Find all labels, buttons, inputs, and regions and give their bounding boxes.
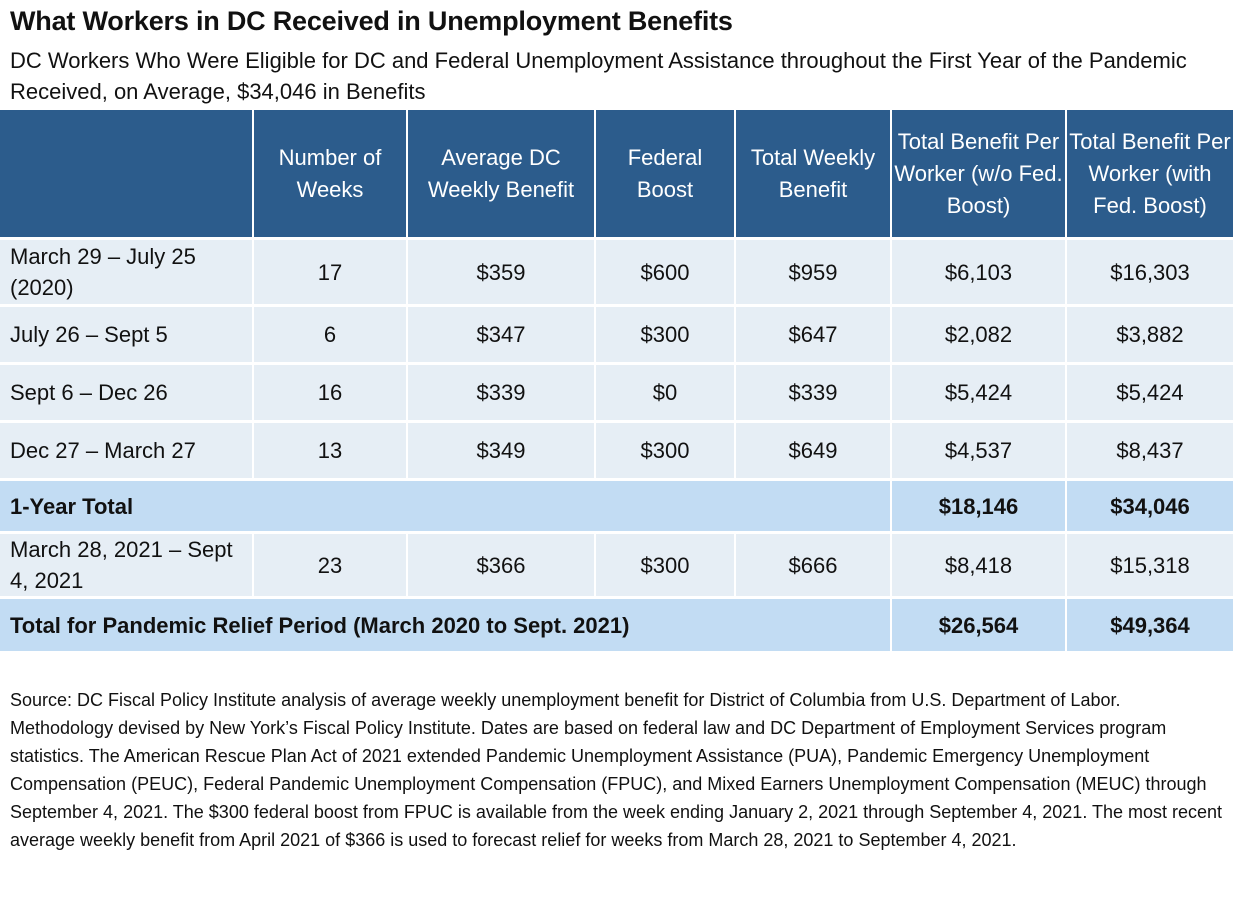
cell-fed-boost: $0 [594, 362, 735, 422]
cell-avg-dc: $366 [406, 531, 595, 598]
header-avg-dc-weekly: Average DC Weekly Benefit [406, 110, 595, 239]
cell-weeks: 6 [252, 304, 407, 364]
cell-fed-boost: $300 [594, 420, 735, 480]
cell-total-wo: $2,082 [890, 304, 1066, 364]
header-total-with-boost: Total Benefit Per Worker (with Fed. Boos… [1065, 110, 1233, 239]
cell-total-with: $49,364 [1065, 596, 1233, 651]
cell-total-wo: $8,418 [890, 531, 1066, 598]
table-row: March 29 – July 25 (2020) 17 $359 $600 $… [0, 237, 1233, 306]
cell-fed-boost: $600 [594, 237, 735, 306]
table-row: July 26 – Sept 5 6 $347 $300 $647 $2,082… [0, 304, 1233, 364]
cell-total-wo: $18,146 [890, 478, 1066, 533]
cell-total-weekly: $649 [734, 420, 891, 480]
cell-total-wo: $5,424 [890, 362, 1066, 422]
cell-period: March 29 – July 25 (2020) [0, 237, 253, 306]
chart-title: What Workers in DC Received in Unemploym… [10, 6, 733, 36]
table-row: Sept 6 – Dec 26 16 $339 $0 $339 $5,424 $… [0, 362, 1233, 422]
cell-period: March 28, 2021 – Sept 4, 2021 [0, 531, 253, 598]
cell-total-weekly: $959 [734, 237, 891, 306]
benefits-table: Number of Weeks Average DC Weekly Benefi… [0, 110, 1233, 651]
cell-period: 1-Year Total [0, 478, 891, 533]
chart-subtitle: DC Workers Who Were Eligible for DC and … [10, 48, 1187, 104]
cell-avg-dc: $339 [406, 362, 595, 422]
cell-total-with: $15,318 [1065, 531, 1233, 598]
cell-avg-dc: $359 [406, 237, 595, 306]
cell-weeks: 23 [252, 531, 407, 598]
cell-weeks: 17 [252, 237, 407, 306]
cell-weeks: 16 [252, 362, 407, 422]
cell-total-wo: $6,103 [890, 237, 1066, 306]
cell-period: Total for Pandemic Relief Period (March … [0, 596, 891, 651]
table-row: March 28, 2021 – Sept 4, 2021 23 $366 $3… [0, 531, 1233, 598]
header-total-weekly: Total Weekly Benefit [734, 110, 891, 239]
source-note: Source: DC Fiscal Policy Institute analy… [10, 690, 1223, 850]
cell-fed-boost: $300 [594, 531, 735, 598]
cell-total-weekly: $666 [734, 531, 891, 598]
cell-total-weekly: $647 [734, 304, 891, 364]
cell-period: Dec 27 – March 27 [0, 420, 253, 480]
cell-total-weekly: $339 [734, 362, 891, 422]
cell-total-with: $34,046 [1065, 478, 1233, 533]
header-federal-boost: Federal Boost [594, 110, 735, 239]
cell-total-with: $16,303 [1065, 237, 1233, 306]
cell-weeks: 13 [252, 420, 407, 480]
cell-fed-boost: $300 [594, 304, 735, 364]
pandemic-total-row: Total for Pandemic Relief Period (March … [0, 596, 1233, 651]
one-year-total-row: 1-Year Total $18,146 $34,046 [0, 478, 1233, 533]
cell-total-with: $8,437 [1065, 420, 1233, 480]
cell-avg-dc: $349 [406, 420, 595, 480]
cell-avg-dc: $347 [406, 304, 595, 364]
header-weeks: Number of Weeks [252, 110, 407, 239]
header-total-wo-boost: Total Benefit Per Worker (w/o Fed. Boost… [890, 110, 1066, 239]
cell-period: July 26 – Sept 5 [0, 304, 253, 364]
cell-total-with: $5,424 [1065, 362, 1233, 422]
cell-total-wo: $26,564 [890, 596, 1066, 651]
cell-period: Sept 6 – Dec 26 [0, 362, 253, 422]
cell-total-with: $3,882 [1065, 304, 1233, 364]
header-period [0, 110, 253, 239]
cell-total-wo: $4,537 [890, 420, 1066, 480]
table-header-row: Number of Weeks Average DC Weekly Benefi… [0, 110, 1233, 239]
table-row: Dec 27 – March 27 13 $349 $300 $649 $4,5… [0, 420, 1233, 480]
